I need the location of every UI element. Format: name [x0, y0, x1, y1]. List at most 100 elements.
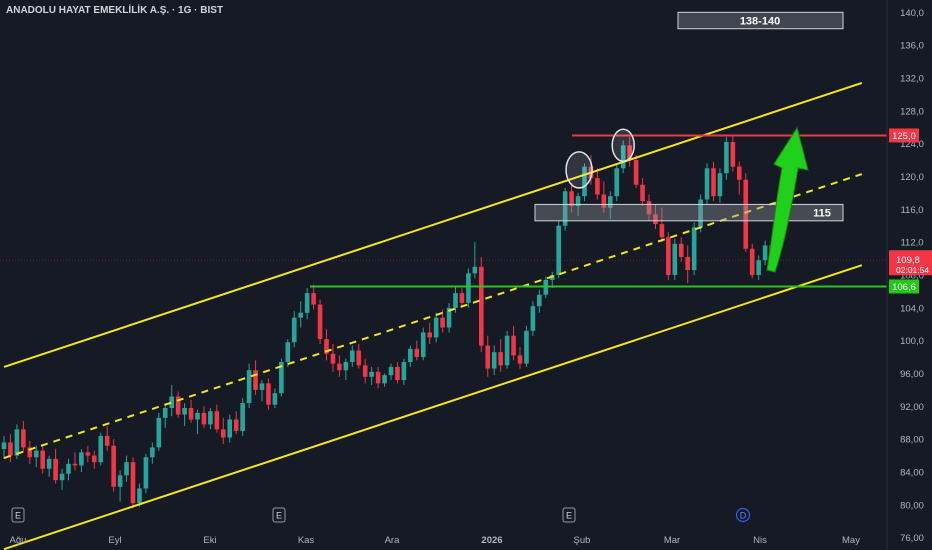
candle [188, 399, 194, 423]
event-marker[interactable]: D [735, 507, 751, 523]
candle [317, 299, 323, 344]
candle [298, 301, 303, 328]
x-tick-label: Kas [298, 535, 315, 546]
y-tick-label: 120,0 [900, 172, 924, 183]
candle [704, 163, 710, 205]
candle [233, 411, 239, 435]
candle [291, 311, 297, 348]
candle [369, 366, 374, 385]
x-tick-label: Ara [385, 535, 401, 546]
y-tick-label: 104,0 [900, 303, 924, 314]
event-marker[interactable]: E [562, 507, 576, 523]
candle [498, 339, 503, 372]
candle [156, 412, 162, 451]
candle [130, 457, 136, 509]
candle [350, 345, 355, 367]
candle [279, 358, 284, 397]
candle [614, 165, 620, 202]
channel-lower-line[interactable] [3, 264, 863, 550]
candle [582, 163, 587, 202]
candle [749, 243, 755, 279]
candle [408, 345, 413, 367]
svg-text:E: E [276, 511, 282, 521]
candle [150, 442, 155, 464]
countdown-label: 02:01:54 [896, 265, 929, 275]
candle [46, 455, 52, 477]
candle [324, 329, 329, 361]
candle [640, 178, 645, 207]
top-marker-2[interactable] [611, 128, 635, 163]
candle [214, 404, 220, 433]
y-tick-label: 112,0 [900, 238, 923, 249]
candle [266, 378, 271, 410]
candle [72, 452, 78, 471]
y-tick-label: 108,0 [900, 271, 924, 282]
candle [524, 325, 529, 367]
current-price-label: 109,8 [896, 255, 920, 266]
candle [420, 327, 426, 361]
candle [1, 435, 7, 459]
y-tick-label: 132,0 [900, 73, 924, 84]
candle [85, 445, 91, 463]
candle [343, 358, 349, 381]
resistance-price-tag [889, 128, 919, 143]
top-marker-1[interactable] [565, 151, 593, 189]
candle [427, 322, 432, 344]
candle [8, 434, 13, 463]
candle [711, 161, 716, 202]
svg-text:E: E [566, 511, 572, 521]
candle [633, 155, 639, 188]
candle [27, 440, 33, 464]
candle [330, 343, 336, 372]
x-tick-label: Eki [203, 535, 216, 546]
event-marker[interactable]: E [272, 507, 286, 523]
event-marker[interactable]: E [11, 507, 25, 523]
candle [53, 449, 58, 484]
candle [246, 363, 252, 408]
candle [472, 242, 478, 279]
candle [285, 339, 291, 367]
chart-title: ANADOLU HAYAT EMEKLİLİK A.Ş. · 1G · BIST [6, 5, 224, 16]
x-tick-label: 2026 [481, 535, 502, 546]
candle [453, 286, 458, 313]
candle [433, 312, 439, 343]
candle [240, 398, 245, 436]
candle [395, 362, 400, 384]
candle [208, 407, 213, 430]
candle [356, 343, 362, 369]
candle [162, 403, 168, 428]
mid-zone-box[interactable] [534, 203, 844, 222]
candle [730, 135, 736, 172]
candle [195, 409, 200, 435]
candle [466, 268, 471, 308]
candle [59, 468, 65, 491]
channel-upper-line[interactable] [3, 81, 863, 368]
candle [21, 421, 26, 453]
y-tick-label: 84,00 [900, 468, 924, 479]
candle [724, 137, 729, 180]
candle [227, 414, 233, 443]
candle [678, 237, 684, 262]
candle [66, 458, 71, 481]
y-tick-label: 116,0 [900, 205, 923, 216]
candle [221, 417, 226, 445]
candle [137, 483, 142, 507]
y-tick-label: 88,00 [900, 435, 924, 446]
candle [595, 168, 600, 200]
x-tick-label: Nis [753, 535, 767, 546]
candle [691, 222, 697, 275]
y-tick-label: 76,00 [900, 533, 924, 544]
candle [362, 358, 368, 384]
candle [375, 366, 381, 389]
candle [627, 137, 632, 167]
candle [111, 439, 116, 492]
target-arrow[interactable] [766, 126, 809, 273]
candle [253, 360, 258, 395]
svg-text:E: E [15, 511, 21, 521]
candle [504, 330, 510, 369]
candle [98, 432, 104, 466]
target-zone-box[interactable] [677, 11, 844, 30]
x-tick-label: Şub [574, 535, 591, 546]
